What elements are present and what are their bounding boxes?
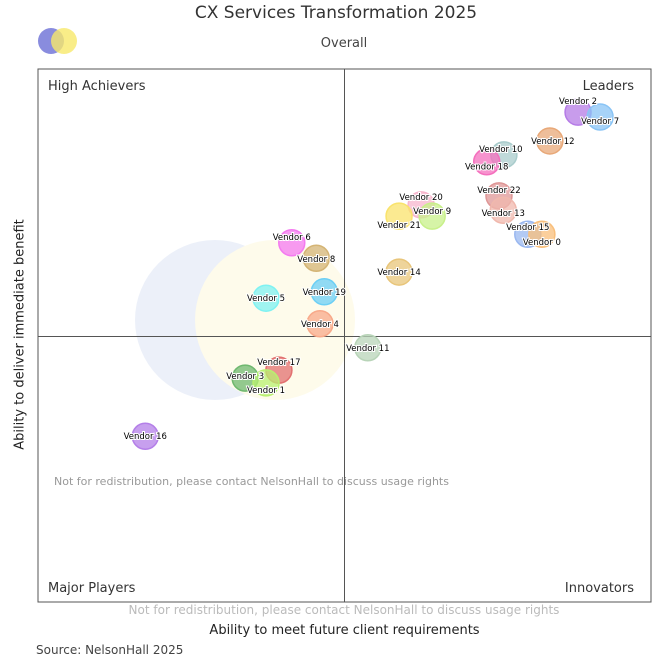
data-label: Vendor 6 xyxy=(273,233,311,243)
data-point-vendor-1[interactable] xyxy=(252,369,280,397)
source-note: Source: NelsonHall 2025 xyxy=(36,643,184,657)
data-label: Vendor 21 xyxy=(377,221,420,231)
quadrant-label-major-players: Major Players xyxy=(48,581,136,596)
data-label: Vendor 22 xyxy=(477,186,520,196)
data-label: Vendor 3 xyxy=(226,372,264,382)
data-point-vendor-7[interactable] xyxy=(586,103,614,131)
data-point-vendor-12[interactable] xyxy=(536,127,564,155)
watermark-text-1: Not for redistribution, please contact N… xyxy=(54,475,449,488)
data-point-vendor-14[interactable] xyxy=(385,258,413,286)
data-label: Vendor 2 xyxy=(559,97,597,107)
data-label: Vendor 19 xyxy=(303,288,346,298)
points-layer: Vendor 2 Vendor 7 Vendor 12 Vendor 10 Vendor… xyxy=(123,96,620,450)
data-point-vendor-16[interactable] xyxy=(131,422,160,450)
data-label: Vendor 10 xyxy=(479,145,522,155)
data-label: Vendor 8 xyxy=(297,255,335,265)
data-label: Vendor 4 xyxy=(301,320,339,330)
quadrant-label-high-achievers: High Achievers xyxy=(48,79,146,94)
nelsonhall-logo xyxy=(34,24,114,58)
data-point-vendor-0[interactable] xyxy=(528,220,556,248)
data-label: Vendor 12 xyxy=(531,137,574,147)
data-point-vendor-19[interactable] xyxy=(310,278,339,306)
data-label: Vendor 13 xyxy=(482,209,525,219)
data-label: Vendor 0 xyxy=(523,238,561,248)
data-label: Vendor 9 xyxy=(413,207,451,217)
y-axis-label: Ability to deliver immediate benefit xyxy=(12,219,28,450)
chart-subtitle: Overall xyxy=(320,36,368,51)
data-point-vendor-18[interactable] xyxy=(472,147,501,176)
data-point-vendor-21[interactable] xyxy=(385,202,413,230)
chart-title: CX Services Transformation 2025 xyxy=(194,3,478,23)
quadrant-label-innovators: Innovators xyxy=(565,581,634,596)
data-label: Vendor 7 xyxy=(581,117,619,127)
watermark-text-2: Not for redistribution, please contact N… xyxy=(129,603,560,617)
data-label: Vendor 11 xyxy=(346,344,389,354)
data-label: Vendor 1 xyxy=(247,386,285,396)
quadrant-label-leaders: Leaders xyxy=(583,79,635,94)
background-watermark xyxy=(135,240,355,400)
data-point-vendor-5[interactable] xyxy=(252,284,280,312)
x-axis-label: Ability to meet future client requiremen… xyxy=(209,623,480,638)
data-point-vendor-9[interactable] xyxy=(418,202,446,230)
data-point-vendor-11[interactable] xyxy=(354,334,382,362)
data-point-vendor-8[interactable] xyxy=(302,244,331,272)
data-label: Vendor 20 xyxy=(399,193,442,203)
data-label: Vendor 17 xyxy=(257,358,300,368)
data-label: Vendor 14 xyxy=(377,268,420,278)
data-point-vendor-13[interactable] xyxy=(489,196,518,224)
data-point-vendor-4[interactable] xyxy=(306,310,334,338)
data-point-vendor-6[interactable] xyxy=(278,229,306,257)
data-label: Vendor 15 xyxy=(506,223,549,233)
data-label: Vendor 5 xyxy=(247,294,285,304)
data-label: Vendor 18 xyxy=(465,163,508,173)
data-label: Vendor 16 xyxy=(124,432,167,442)
